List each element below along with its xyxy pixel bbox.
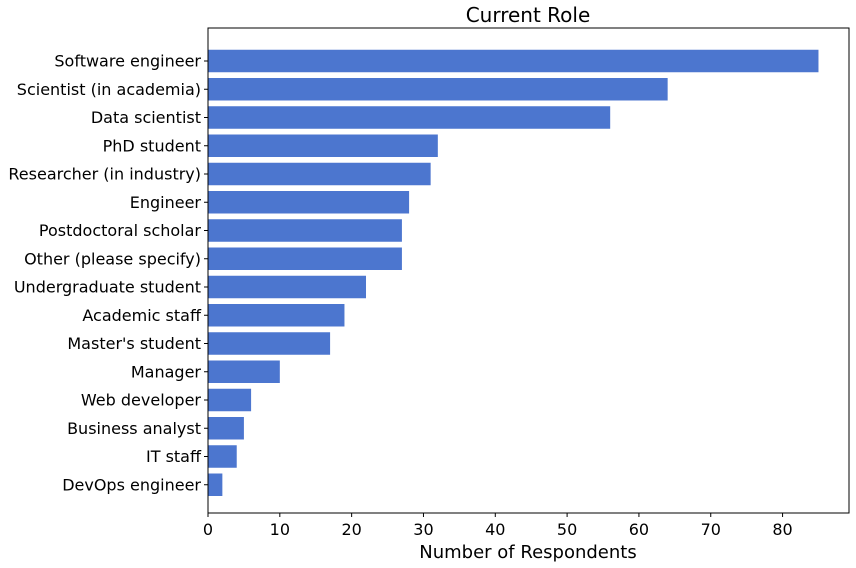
- bar-web-developer: [208, 388, 252, 412]
- plot-frame: [207, 27, 850, 514]
- bar-undergraduate-student: [208, 275, 367, 299]
- y-tick-label-web-developer: Web developer: [81, 391, 202, 410]
- y-tick-label-software-engineer: Software engineer: [54, 52, 201, 71]
- chart-title: Current Role: [466, 3, 591, 27]
- bar-software-engineer: [208, 49, 819, 73]
- x-tick-label-60: 60: [629, 520, 649, 539]
- y-tick-label-scientist-in-academia: Scientist (in academia): [17, 80, 201, 99]
- bar-business-analyst: [208, 417, 244, 440]
- bar-academic-staff: [208, 304, 345, 327]
- bars-group: [208, 49, 819, 496]
- bar-data-scientist: [208, 106, 611, 129]
- x-tick-label-50: 50: [557, 520, 577, 539]
- bar-devops-engineer: [208, 473, 223, 496]
- y-tick-label-postdoctoral-scholar: Postdoctoral scholar: [39, 221, 202, 240]
- x-tick-label-0: 0: [203, 520, 213, 539]
- y-tick-label-engineer: Engineer: [130, 193, 202, 212]
- y-tick-label-manager: Manager: [131, 362, 202, 381]
- bar-master-s-student: [208, 332, 331, 355]
- bar-phd-student: [208, 134, 438, 157]
- x-tick-label-40: 40: [485, 520, 505, 539]
- bar-scientist-in-academia: [208, 78, 668, 101]
- y-tick-label-master-s-student: Master's student: [67, 334, 201, 353]
- x-axis-ticks: 0 10 20 30 40 50 60 70 80: [203, 513, 793, 539]
- x-tick-label-30: 30: [413, 520, 433, 539]
- y-tick-label-undergraduate-student: Undergraduate student: [14, 278, 201, 297]
- y-tick-label-researcher-in-industry: Researcher (in industry): [8, 165, 201, 184]
- x-tick-label-10: 10: [270, 520, 290, 539]
- y-axis-ticks: Software engineer Scientist (in academia)…: [8, 52, 208, 494]
- y-tick-label-devops-engineer: DevOps engineer: [62, 475, 201, 494]
- bar-postdoctoral-scholar: [208, 219, 402, 242]
- y-tick-label-phd-student: PhD student: [103, 136, 201, 155]
- x-axis-label: Number of Respondents: [419, 542, 636, 563]
- x-tick-label-70: 70: [701, 520, 721, 539]
- y-tick-label-other-please-specify: Other (please specify): [24, 249, 201, 268]
- bar-other-please-specify: [208, 247, 402, 270]
- x-tick-label-20: 20: [341, 520, 361, 539]
- x-tick-label-80: 80: [772, 520, 792, 539]
- bar-it-staff: [208, 445, 237, 468]
- y-tick-label-it-staff: IT staff: [146, 447, 202, 466]
- bar-researcher-in-industry: [208, 162, 431, 186]
- y-tick-label-data-scientist: Data scientist: [91, 108, 201, 127]
- bar-engineer: [208, 191, 410, 214]
- bar-manager: [208, 360, 280, 383]
- y-tick-label-academic-staff: Academic staff: [82, 306, 202, 325]
- y-tick-label-business-analyst: Business analyst: [67, 419, 201, 438]
